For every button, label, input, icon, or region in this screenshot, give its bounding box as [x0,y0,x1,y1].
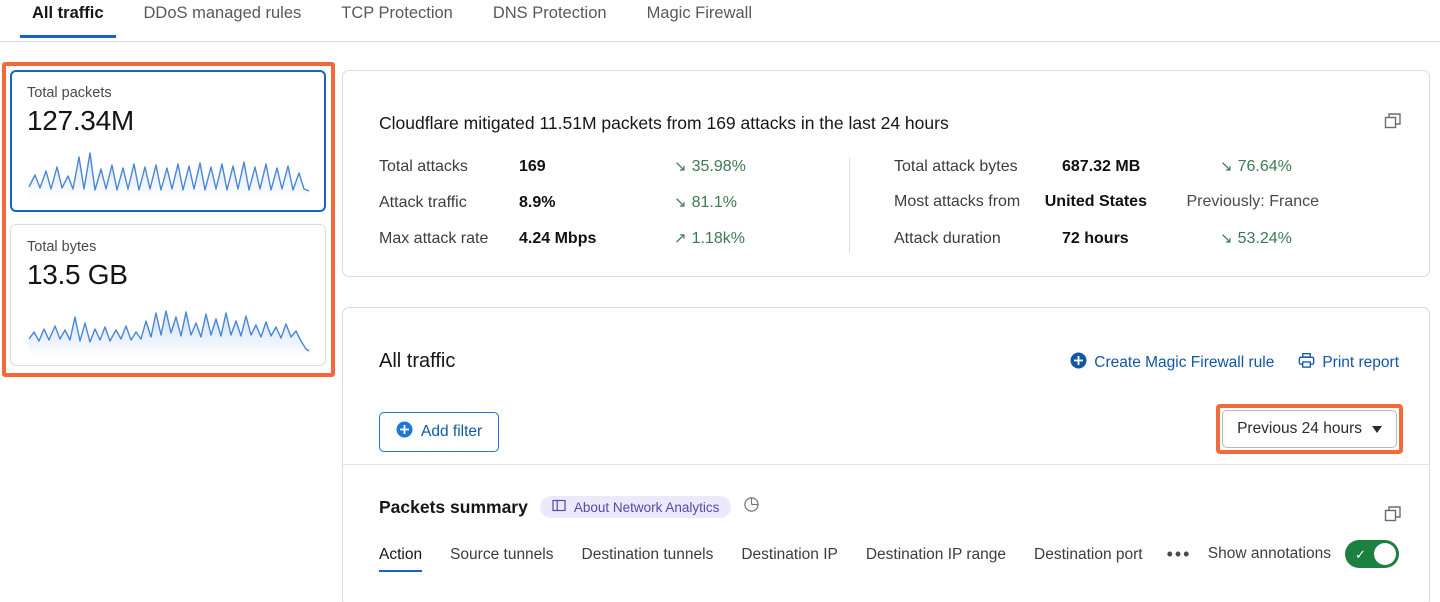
stat-delta-label: 35.98% [691,158,746,175]
attack-summary-panel: Cloudflare mitigated 11.51M packets from… [342,70,1430,277]
stat-row: Attack duration 72 hours ↘ 53.24% [894,229,1319,253]
ellipsis-icon[interactable]: ••• [1166,544,1192,564]
arrow-down-icon: ↘ [674,194,687,211]
metric-card-total-packets[interactable]: Total packets 127.34M [10,70,326,212]
stat-delta: ↗ 1.18k% [674,229,745,248]
show-annotations-label: Show annotations [1207,545,1331,562]
stat-delta-label: 53.24% [1237,230,1292,247]
traffic-actions: Create Magic Firewall rule Print report [1070,352,1399,374]
show-annotations-toggle[interactable]: ✓ [1345,540,1399,568]
sparkline-packets [28,152,310,201]
dimension-tab-destination-tunnels[interactable]: Destination tunnels [581,545,714,563]
stat-delta: ↘ 53.24% [1220,229,1292,248]
stat-delta-label: 76.64% [1237,158,1292,175]
arrow-down-icon: ↘ [1220,158,1233,175]
metric-card-total-bytes[interactable]: Total bytes 13.5 GB [10,224,326,366]
arrow-up-icon: ↗ [674,230,687,247]
copy-icon[interactable] [1383,111,1403,136]
add-filter-label: Add filter [421,423,483,440]
stat-delta: Previously: France [1187,193,1320,211]
sparkline-bytes [28,310,310,355]
dimension-tab-source-tunnels[interactable]: Source tunnels [450,545,554,563]
stat-delta-label: 81.1% [691,194,737,211]
tab-all-traffic[interactable]: All traffic [12,0,124,38]
check-icon: ✓ [1355,546,1366,562]
summary-stats-left: Total attacks 169 ↘ 35.98% Attack traffic 8.9… [379,157,849,253]
stat-row: Total attacks 169 ↘ 35.98% [379,157,849,181]
pie-chart-icon[interactable] [743,496,760,518]
stat-row: Attack traffic 8.9% ↘ 81.1% [379,193,849,217]
stat-delta: ↘ 76.64% [1220,157,1292,176]
metric-card-value: 13.5 GB [27,259,128,290]
metric-cards-sidebar: Total packets 127.34M Total bytes 13.5 G… [10,70,326,378]
metric-card-value: 127.34M [27,105,134,136]
stat-delta: ↘ 81.1% [674,193,737,212]
sidebar-annotation-box [2,62,335,377]
stat-value: 72 hours [1062,230,1129,247]
stat-value: United States [1044,193,1147,210]
tab-magic-firewall[interactable]: Magic Firewall [646,4,752,22]
stat-label: Most attacks from [894,193,1021,210]
summary-stats: Total attacks 169 ↘ 35.98% Attack traffic 8.9… [379,157,1399,253]
stat-label: Total attacks [379,158,468,175]
create-magic-firewall-rule-link[interactable]: Create Magic Firewall rule [1070,352,1274,374]
plus-circle-icon [1070,352,1087,374]
dimension-tab-destination-ip[interactable]: Destination IP [741,545,838,563]
show-annotations-control: Show annotations ✓ [1208,540,1399,568]
dimension-tab-action[interactable]: Action [379,546,436,572]
stat-delta-label: 1.18k% [691,230,745,247]
stat-value: 4.24 Mbps [519,230,597,247]
stat-label: Attack traffic [379,194,467,211]
time-range-value: Previous 24 hours [1237,420,1362,437]
arrow-down-icon: ↘ [1220,230,1233,247]
metric-card-label: Total bytes [27,239,97,255]
book-icon [552,499,566,515]
time-range-annotation-box: Previous 24 hours [1216,404,1403,454]
create-magic-firewall-rule-label: Create Magic Firewall rule [1094,354,1275,371]
packets-summary-title: Packets summary [379,496,528,517]
about-network-analytics-label: About Network Analytics [573,499,720,515]
add-filter-button[interactable]: Add filter [379,412,500,452]
packets-summary-header: Packets summary About Network Analytics [379,496,760,518]
toggle-knob [1374,543,1396,565]
time-range-select[interactable]: Previous 24 hours [1222,410,1397,448]
copy-icon[interactable] [1383,504,1403,529]
about-network-analytics-badge[interactable]: About Network Analytics [539,496,732,518]
stat-delta-label: Previously: France [1186,193,1320,210]
stat-label: Attack duration [894,230,1001,247]
main-tabbar: All traffic DDoS managed rules TCP Protect… [0,0,1440,42]
tab-ddos-managed-rules[interactable]: DDoS managed rules [143,4,302,22]
stat-row: Max attack rate 4.24 Mbps ↗ 1.18k% [379,229,849,253]
stat-value: 687.32 MB [1062,158,1141,175]
print-report-label: Print report [1322,354,1399,371]
tab-tcp-protection[interactable]: TCP Protection [341,4,453,22]
chevron-down-icon [1372,425,1382,433]
summary-stats-right: Total attack bytes 687.32 MB ↘ 76.64% Most a… [849,157,1319,253]
tab-dns-protection[interactable]: DNS Protection [492,4,607,22]
stat-value: 169 [519,158,546,175]
plus-circle-icon [396,421,413,443]
stat-delta: ↘ 35.98% [674,157,746,176]
all-traffic-panel: All traffic Create Magic Firewall rule [342,307,1430,602]
arrow-down-icon: ↘ [674,158,687,175]
metric-card-label: Total packets [27,85,112,101]
dimension-tab-destination-ip-range[interactable]: Destination IP range [865,545,1007,563]
dimension-tabs: Action Source tunnels Destination tunnels D… [379,544,1201,573]
stat-row: Most attacks from United States Previously… [894,193,1319,217]
stat-label: Total attack bytes [894,158,1018,175]
stat-row: Total attack bytes 687.32 MB ↘ 76.64% [894,157,1319,181]
dimension-tab-destination-port[interactable]: Destination port [1034,545,1143,563]
stat-label: Max attack rate [379,230,489,247]
traffic-panel-title: All traffic [379,350,456,372]
stat-value: 8.9% [519,194,556,211]
summary-headline: Cloudflare mitigated 11.51M packets from… [379,113,949,133]
panel-divider [343,464,1429,465]
print-report-link[interactable]: Print report [1298,352,1399,374]
printer-icon [1298,352,1315,374]
